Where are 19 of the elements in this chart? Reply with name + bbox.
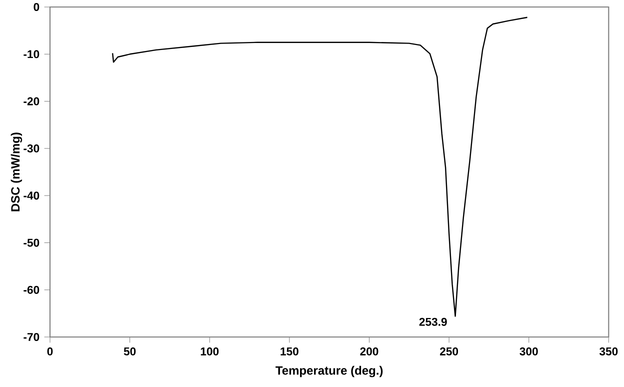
x-tick-label: 100 — [200, 347, 219, 356]
y-tick-label: -60 — [24, 286, 40, 294]
annotation: 253.9 — [419, 318, 447, 326]
y-tick-label: -40 — [24, 192, 40, 200]
y-tick-label: 0 — [34, 3, 40, 12]
x-axis-title: Temperature (deg.) — [276, 366, 383, 378]
x-tick-label: 0 — [47, 347, 53, 356]
y-axis-title: DSC (mW/mg) — [10, 132, 22, 212]
y-tick-label: -50 — [24, 238, 40, 247]
y-tick-label: -30 — [24, 144, 40, 152]
y-tick-label: -20 — [24, 97, 40, 106]
y-tick-label: -70 — [24, 332, 40, 342]
y-tick-label: -10 — [24, 50, 40, 58]
x-tick-label: 300 — [520, 347, 538, 356]
x-tick-label: 50 — [124, 347, 136, 356]
x-tick-label: 150 — [280, 347, 298, 356]
x-tick-label: 250 — [440, 347, 458, 356]
x-tick-label: 350 — [599, 347, 618, 356]
x-tick-label: 200 — [360, 347, 378, 356]
